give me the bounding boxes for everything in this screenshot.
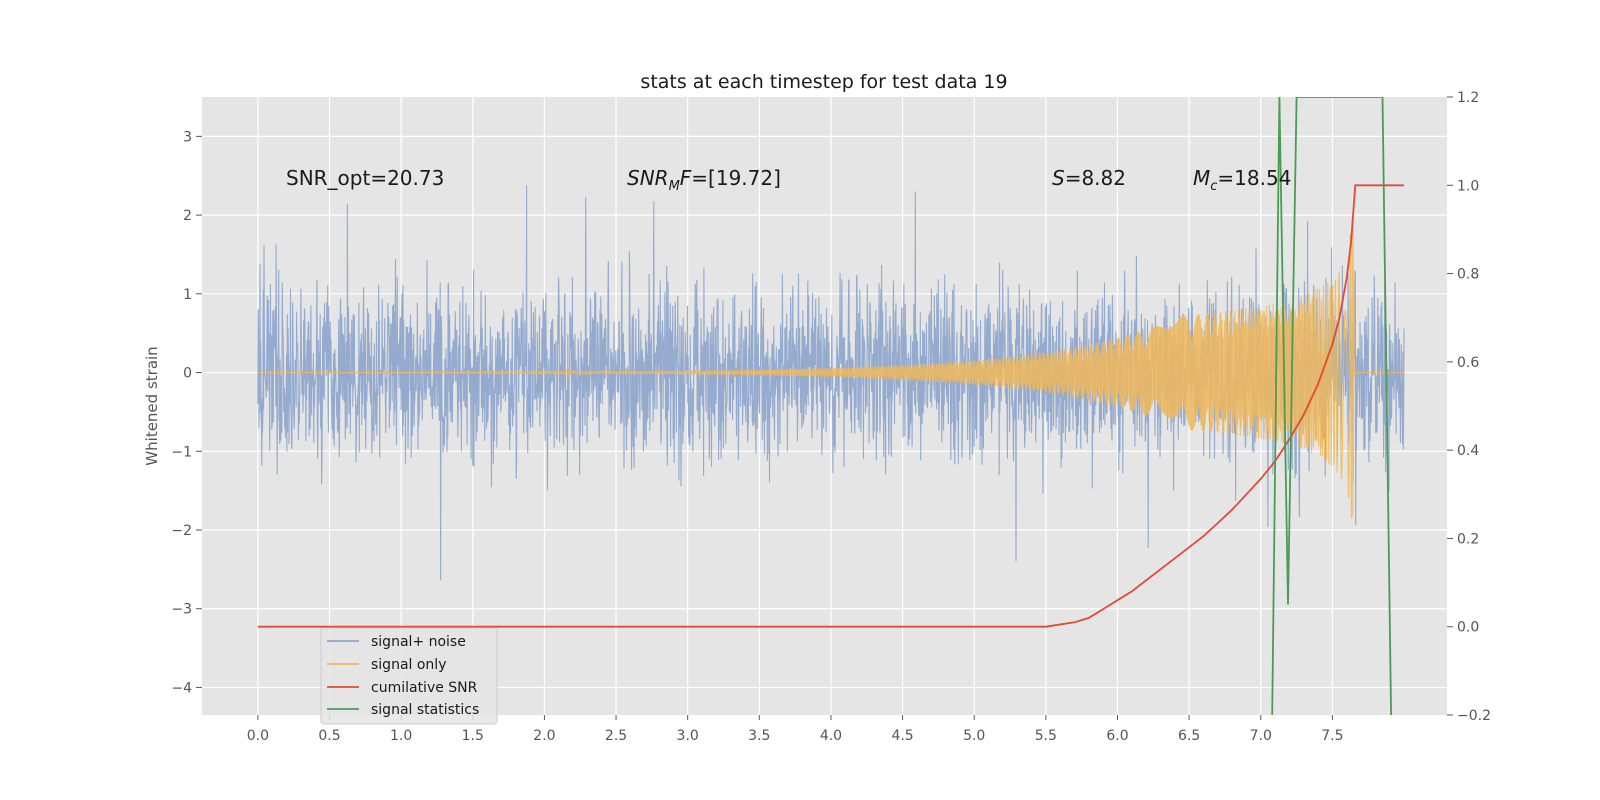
y-tick-label-2: 1 (183, 287, 192, 303)
x-tick-label-8: 4.0 (820, 728, 842, 744)
x-tick-label-12: 6.0 (1106, 728, 1128, 744)
x-tick-label-10: 5.0 (963, 728, 985, 744)
y-right-tick-label-6: 0.0 (1457, 620, 1479, 636)
x-tick-label-1: 0.5 (318, 728, 340, 744)
legend-box (320, 627, 498, 725)
x-tick-label-7: 3.5 (748, 728, 770, 744)
y-tick-label-0: 3 (183, 129, 192, 145)
signal-statistics-series (1271, 97, 1392, 715)
y-ticks-right: 1.2 1.0 0.8 0.6 0.4 0.2 0.0 −0.2 (1447, 90, 1491, 724)
y-tick-label-1: 2 (183, 208, 192, 224)
y-right-tick-label-4: 0.4 (1457, 443, 1479, 459)
y-right-tick-label-2: 0.8 (1457, 267, 1479, 283)
x-tick-label-15: 7.5 (1321, 728, 1343, 744)
annotation-s: S=8.82 (1052, 166, 1126, 190)
x-tick-label-11: 5.5 (1035, 728, 1057, 744)
cumulative-snr-series (257, 184, 1404, 628)
chart-title: stats at each timestep for test data 19 (640, 71, 1007, 93)
legend-label-signal-statistics: signal statistics (371, 702, 479, 718)
x-tick-label-0: 0.0 (247, 728, 269, 744)
signal-statistics-line (1271, 97, 1392, 715)
y-right-tick-label-0: 1.2 (1457, 90, 1479, 106)
annotation-snr-opt: SNR_opt=20.73 (286, 166, 444, 190)
y-tick-label-3: 0 (183, 366, 192, 382)
y-right-tick-label-5: 0.2 (1457, 531, 1479, 547)
legend-label-signal-noise: signal+ noise (371, 634, 466, 650)
y-ticks-left: 3 2 1 0 −1 −2 −3 −4 (171, 129, 202, 696)
x-tick-label-6: 3.0 (677, 728, 699, 744)
x-tick-label-4: 2.0 (533, 728, 555, 744)
x-ticks: 0.0 0.5 1.0 1.5 2.0 2.5 3.0 3.5 4.0 4.5 5.0 5.5 6.0 6… (247, 715, 1344, 744)
annotation-snr-mf: SNRMF=[19.72] (627, 166, 781, 194)
y-tick-label-6: −3 (171, 602, 192, 618)
y-tick-label-5: −2 (171, 523, 192, 539)
annotation-mc: Mc=18.54 (1193, 166, 1291, 194)
cumulative-snr-line (257, 184, 1404, 628)
legend-label-cumulative-snr: cumilative SNR (371, 680, 478, 696)
x-tick-label-9: 4.5 (891, 728, 913, 744)
y-tick-label-7: −4 (171, 680, 192, 696)
y-right-tick-label-7: −0.2 (1457, 708, 1491, 724)
legend: signal+ noise signal only cumilative SNR… (320, 627, 498, 725)
legend-label-signal-only: signal only (371, 657, 446, 673)
x-tick-label-13: 6.5 (1178, 728, 1200, 744)
x-tick-label-14: 7.0 (1250, 728, 1272, 744)
y-right-tick-label-3: 0.6 (1457, 355, 1479, 371)
y-axis-label: Whitened strain (143, 346, 161, 465)
signal-only-series (257, 213, 1404, 519)
y-right-tick-label-1: 1.0 (1457, 178, 1479, 194)
signal-only-line (257, 213, 1404, 519)
x-tick-label-3: 1.5 (462, 728, 484, 744)
y-tick-label-4: −1 (171, 444, 192, 460)
x-tick-label-5: 2.5 (605, 728, 627, 744)
x-tick-label-2: 1.0 (390, 728, 412, 744)
